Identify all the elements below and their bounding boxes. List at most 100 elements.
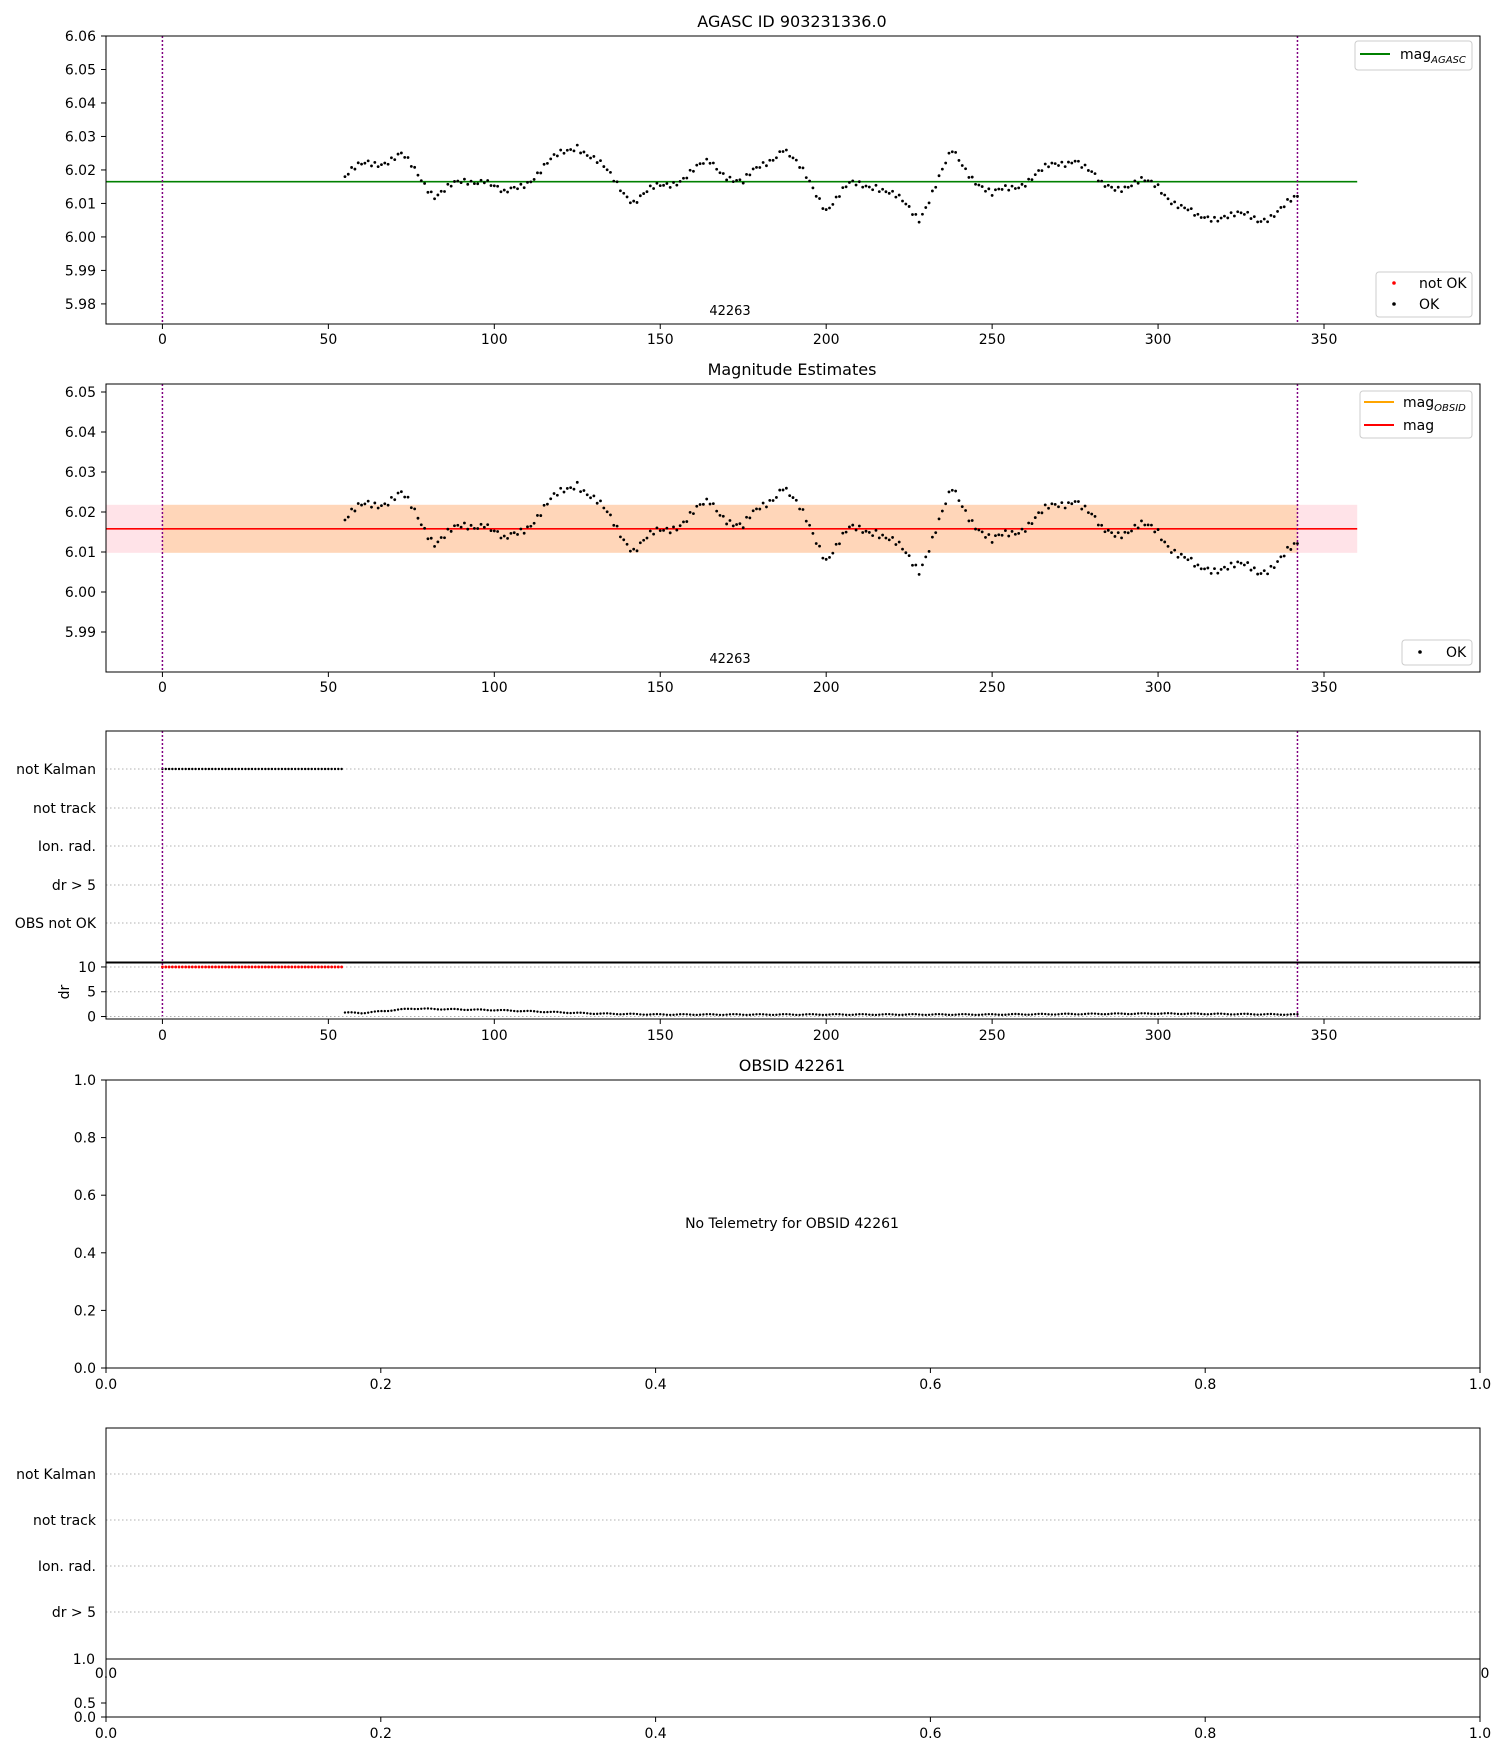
ok-point [1017, 532, 1021, 535]
not-kalman-point [171, 767, 174, 771]
ok-point [887, 191, 891, 195]
ok-point [960, 505, 964, 509]
dr-point [841, 1013, 844, 1016]
ok-point [1096, 523, 1100, 527]
agasc-xtick-label: 350 [1311, 332, 1338, 348]
ok-point [628, 549, 632, 553]
ok-point [589, 496, 592, 500]
ok-point [652, 532, 656, 536]
dr-high-point [267, 965, 271, 969]
dr-point [911, 1012, 914, 1016]
obsid-xtick-label: 0.8 [1194, 1377, 1216, 1393]
dr-high-point [270, 965, 274, 969]
ok-point [1256, 572, 1260, 576]
dr-point [864, 1013, 868, 1016]
dr-point [934, 1013, 937, 1016]
ok-point [954, 489, 958, 493]
ok-point [781, 150, 785, 153]
not-kalman-point [330, 767, 333, 771]
ok-point [1077, 500, 1080, 503]
dr-high-point [237, 965, 241, 969]
not-kalman-point [250, 767, 254, 771]
ok-point [818, 544, 821, 548]
dr-point [566, 1011, 569, 1015]
ok-point [436, 540, 440, 544]
ok-point [994, 534, 997, 538]
magnitude-xtick-label: 150 [647, 680, 674, 696]
ok-point [904, 202, 908, 206]
ok-point [887, 538, 891, 542]
flags-xtick-label: 150 [647, 1028, 674, 1044]
magnitude-xtick-label: 250 [979, 680, 1006, 696]
ok-point [1186, 558, 1190, 562]
ok-point [522, 531, 526, 535]
dr-point [589, 1012, 592, 1015]
ok-point [360, 503, 363, 507]
dr-point [386, 1009, 390, 1013]
dr-point [1133, 1012, 1137, 1016]
bottom-xtick-label: 1.0 [1469, 1726, 1491, 1742]
ok-point [449, 529, 453, 533]
dr-point [967, 1013, 971, 1016]
ok-point [645, 536, 649, 540]
not-kalman-point [234, 767, 237, 771]
ok-point [1070, 502, 1074, 506]
dr-point [390, 1009, 393, 1012]
dr-point [888, 1012, 891, 1016]
dr-point [479, 1008, 483, 1011]
ok-point [1073, 159, 1077, 163]
ok-point [413, 165, 417, 169]
dr-high-point [253, 965, 257, 969]
ok-point [695, 163, 699, 167]
dr-point [1037, 1012, 1040, 1016]
ok-point [1120, 190, 1123, 193]
ok-point [1196, 563, 1200, 567]
ok-point [413, 507, 417, 511]
ok-point [1100, 179, 1104, 183]
ok-point [668, 185, 672, 189]
ok-point [612, 179, 616, 183]
legend-magnitude-bottom: OK [1401, 639, 1473, 666]
ok-point [761, 501, 765, 505]
ok-point [1233, 565, 1236, 569]
ok-point [1189, 207, 1193, 211]
not-kalman-point [340, 767, 343, 771]
ok-point [522, 186, 526, 190]
dr-point [483, 1008, 486, 1012]
ok-point [907, 554, 911, 558]
ok-point [688, 510, 692, 514]
legend-magnitude-top: magOBSID mag [1359, 390, 1473, 439]
dr-point [1286, 1013, 1289, 1016]
dr-high-point [204, 965, 207, 969]
ok-point [429, 536, 433, 540]
dr-point [1216, 1012, 1220, 1015]
panel-obsid-title: OBSID 42261 [739, 1056, 845, 1075]
ok-point [1199, 567, 1203, 571]
legend-ok-marker [1392, 302, 1396, 306]
ok-point [1017, 186, 1021, 190]
dr-point [868, 1013, 871, 1016]
ok-point [854, 528, 858, 532]
legend-agasc-top: magAGASC [1354, 40, 1473, 71]
ok-point [1169, 202, 1173, 206]
ok-point [1186, 208, 1190, 212]
ok-point [927, 549, 931, 553]
ok-point [721, 172, 725, 175]
ok-point [721, 514, 725, 518]
ok-point [891, 189, 894, 193]
ok-point [831, 202, 835, 206]
ok-point [393, 158, 397, 162]
ok-point [662, 528, 665, 532]
ok-point [595, 501, 599, 505]
dr-point [1173, 1012, 1176, 1015]
ok-point [579, 490, 582, 494]
panel-magnitude-frame [105, 383, 1481, 673]
ok-point [698, 162, 702, 166]
ok-point [380, 504, 383, 507]
magnitude-xtick-label: 0 [158, 680, 167, 696]
dr-point [1292, 1012, 1296, 1016]
ok-point [489, 529, 493, 533]
not-kalman-point [214, 767, 217, 771]
ok-point [711, 161, 715, 165]
ok-point [851, 179, 855, 183]
